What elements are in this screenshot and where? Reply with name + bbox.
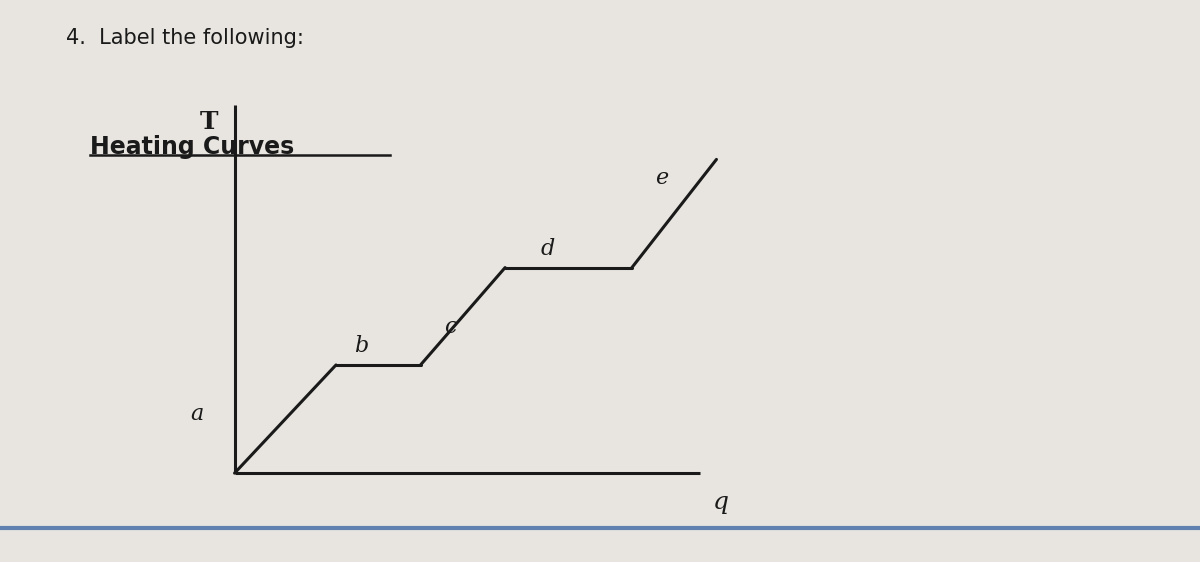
- Text: d: d: [540, 238, 554, 260]
- Text: Heating Curves: Heating Curves: [90, 135, 294, 159]
- Text: q: q: [713, 491, 728, 514]
- Text: a: a: [190, 402, 203, 425]
- Text: b: b: [354, 335, 368, 357]
- Text: e: e: [655, 167, 668, 189]
- Text: 4.  Label the following:: 4. Label the following:: [66, 28, 304, 48]
- Text: c: c: [444, 316, 456, 338]
- Text: T: T: [200, 110, 218, 134]
